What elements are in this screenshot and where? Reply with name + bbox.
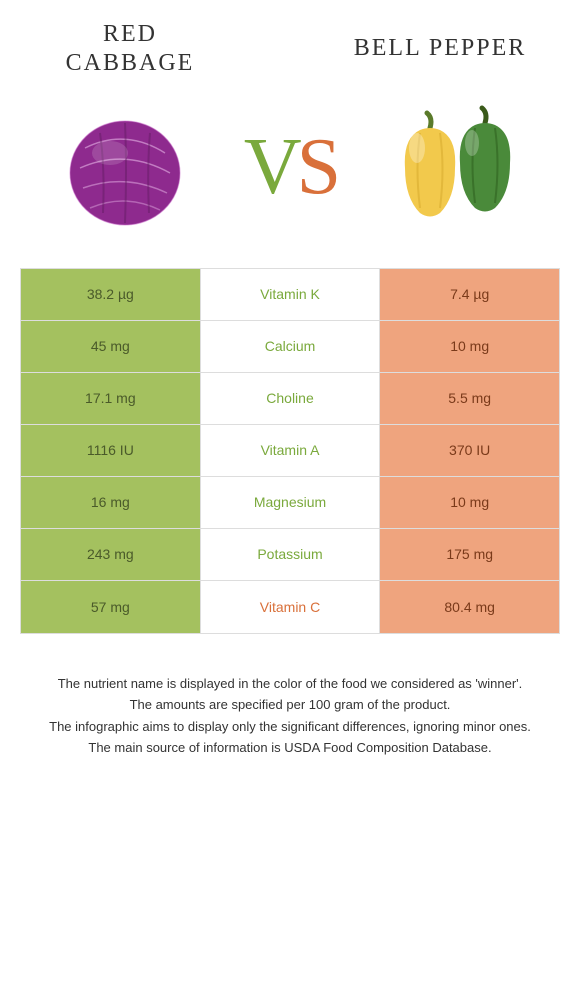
table-row: 38.2 µgVitamin K7.4 µg [21, 269, 559, 321]
table-row: 1116 IUVitamin A370 IU [21, 425, 559, 477]
left-value: 45 mg [21, 321, 200, 372]
right-value: 175 mg [380, 529, 559, 580]
left-value: 17.1 mg [21, 373, 200, 424]
footer-line: The nutrient name is displayed in the co… [20, 674, 560, 694]
nutrient-name: Vitamin A [200, 425, 381, 476]
left-value: 57 mg [21, 581, 200, 633]
nutrient-table: 38.2 µgVitamin K7.4 µg45 mgCalcium10 mg1… [20, 268, 560, 634]
footer-notes: The nutrient name is displayed in the co… [0, 634, 580, 780]
right-value: 10 mg [380, 477, 559, 528]
left-value: 243 mg [21, 529, 200, 580]
footer-line: The main source of information is USDA F… [20, 738, 560, 758]
header: Red cabbage Bell Pepper [0, 0, 580, 88]
nutrient-name: Magnesium [200, 477, 381, 528]
right-value: 5.5 mg [380, 373, 559, 424]
nutrient-name: Potassium [200, 529, 381, 580]
footer-line: The amounts are specified per 100 gram o… [20, 695, 560, 715]
red-cabbage-image [55, 98, 195, 238]
right-value: 7.4 µg [380, 269, 559, 320]
nutrient-name: Choline [200, 373, 381, 424]
nutrient-name: Calcium [200, 321, 381, 372]
table-row: 16 mgMagnesium10 mg [21, 477, 559, 529]
table-row: 57 mgVitamin C80.4 mg [21, 581, 559, 633]
infographic: Red cabbage Bell Pepper VS [0, 0, 580, 780]
right-value: 370 IU [380, 425, 559, 476]
vs-label: VS [244, 122, 336, 213]
right-title: Bell Pepper [340, 34, 540, 63]
left-value: 38.2 µg [21, 269, 200, 320]
nutrient-name: Vitamin C [200, 581, 381, 633]
bell-pepper-image [385, 98, 525, 238]
left-value: 16 mg [21, 477, 200, 528]
footer-line: The infographic aims to display only the… [20, 717, 560, 737]
left-value: 1116 IU [21, 425, 200, 476]
nutrient-name: Vitamin K [200, 269, 381, 320]
left-title: Red cabbage [40, 20, 220, 78]
right-value: 80.4 mg [380, 581, 559, 633]
table-row: 243 mgPotassium175 mg [21, 529, 559, 581]
table-row: 45 mgCalcium10 mg [21, 321, 559, 373]
hero-row: VS [0, 88, 580, 268]
right-value: 10 mg [380, 321, 559, 372]
table-row: 17.1 mgCholine5.5 mg [21, 373, 559, 425]
